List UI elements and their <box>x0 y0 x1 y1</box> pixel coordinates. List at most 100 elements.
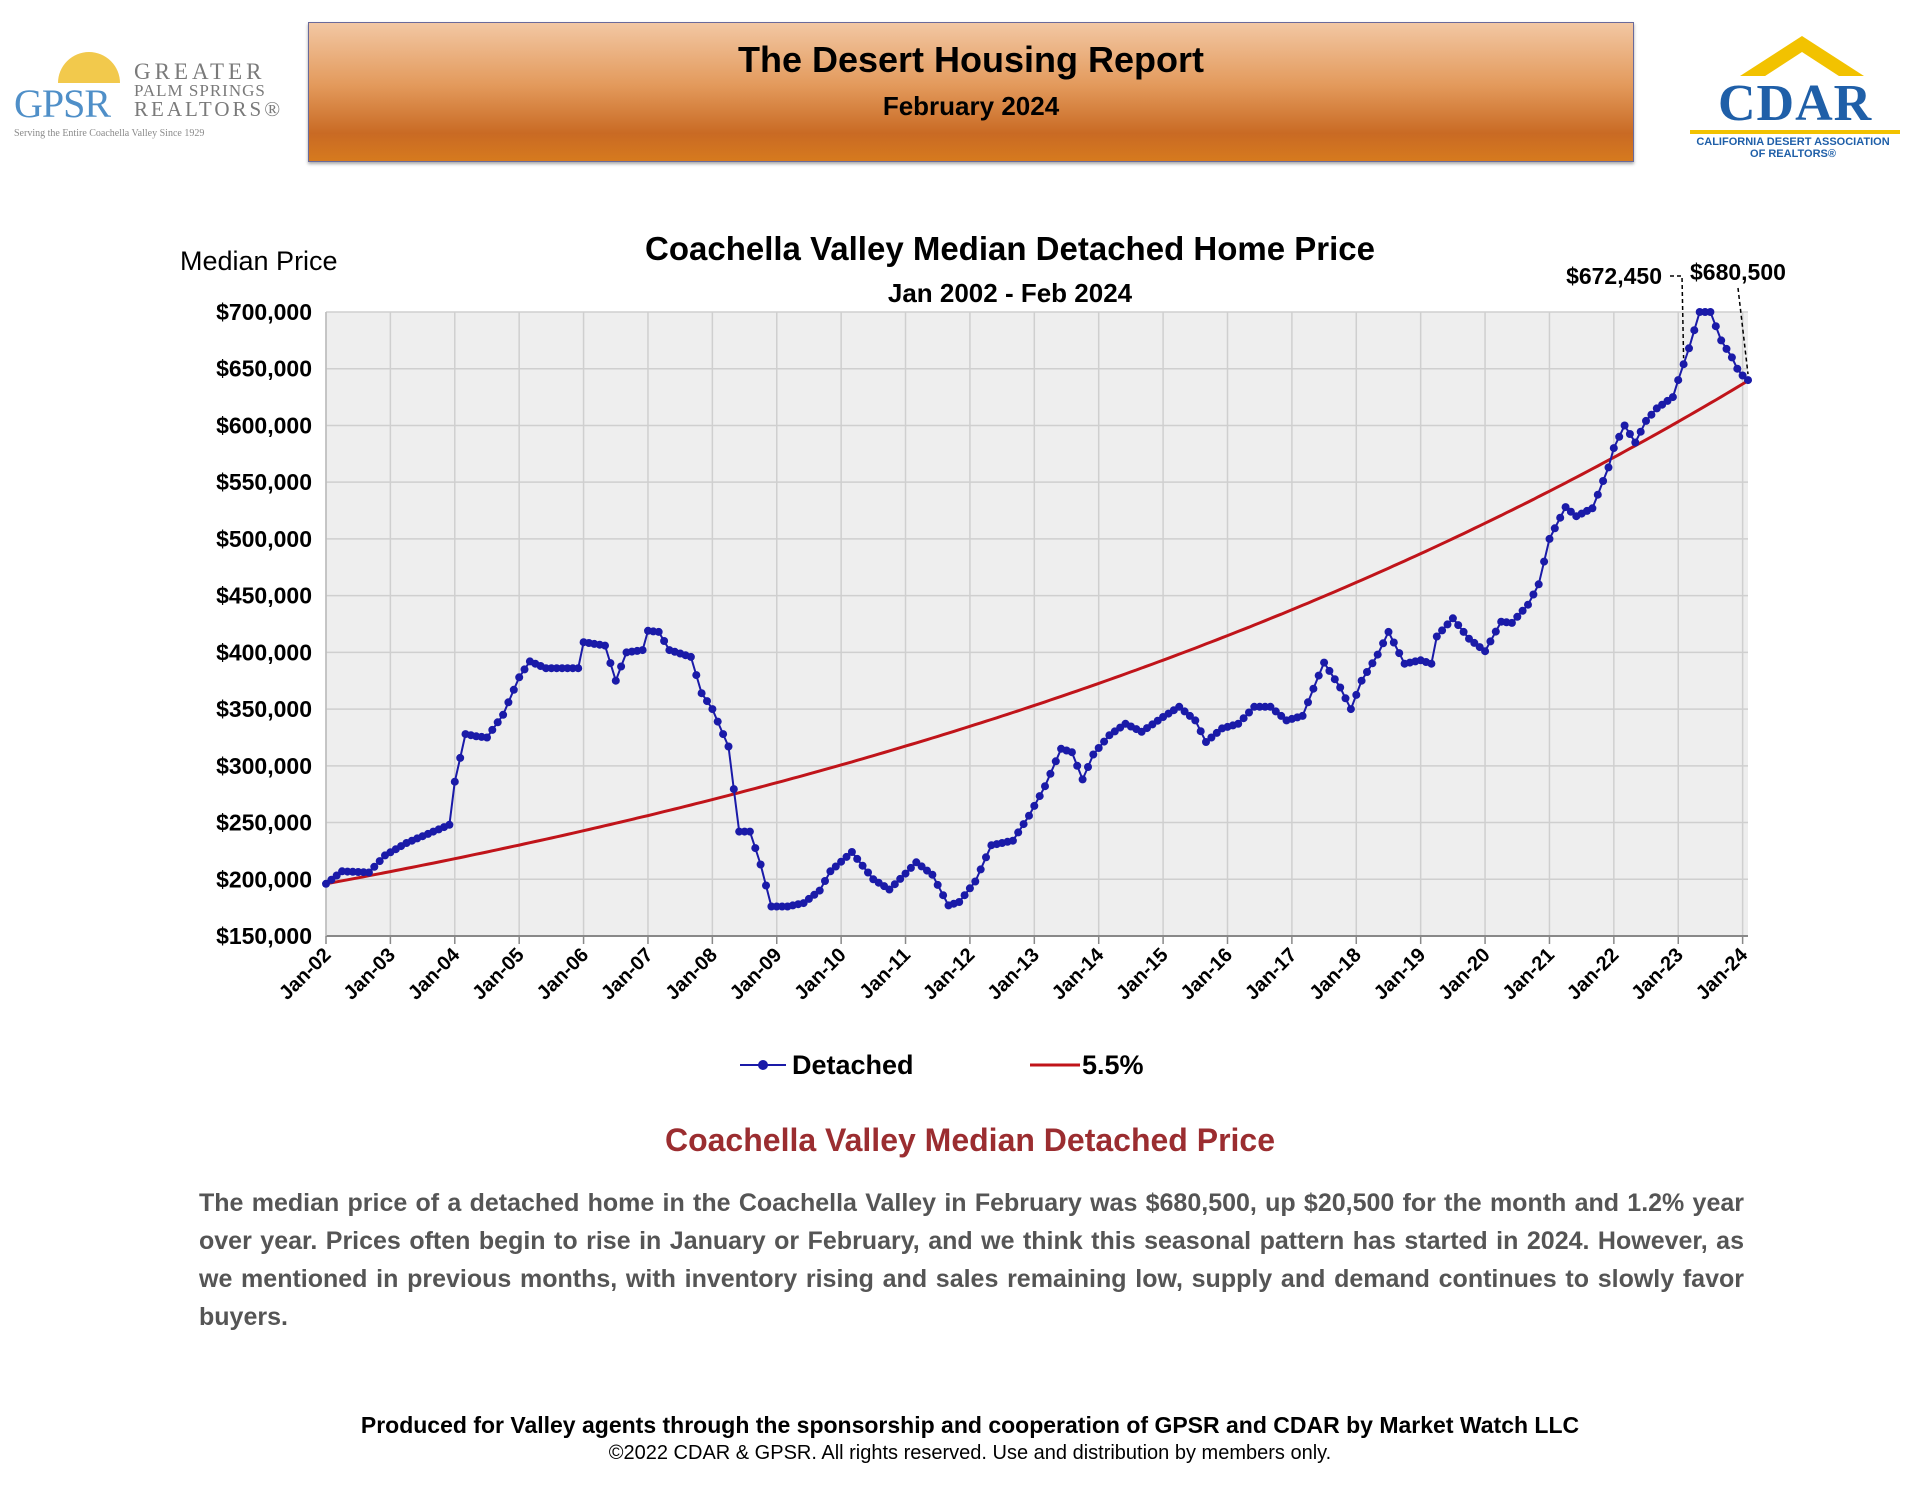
detached-point <box>1212 728 1221 737</box>
median-price-chart: $150,000 $200,000 $250,000 $300,000 $350,000… <box>180 230 1786 1080</box>
detached-point <box>445 820 454 829</box>
detached-point <box>332 871 341 880</box>
detached-point <box>885 885 894 894</box>
detached-point <box>1727 353 1736 362</box>
x-axis-ticks: Jan-02 Jan-03 Jan-04 Jan-05 Jan-06 Jan-07 Jan-… <box>275 943 1753 1004</box>
detached-point <box>499 710 508 719</box>
detached-point <box>515 673 524 682</box>
y-tick-label: $650,000 <box>216 356 312 382</box>
detached-point <box>638 646 647 655</box>
y-tick-label: $200,000 <box>216 866 312 892</box>
detached-point <box>1636 427 1645 436</box>
x-tick-label: Jan-02 <box>275 944 335 1004</box>
plot-background <box>326 312 1748 936</box>
detached-point <box>1379 639 1388 648</box>
trend-line-5-5-percent <box>325 379 1749 886</box>
detached-point <box>1481 647 1490 656</box>
detached-point <box>364 868 373 877</box>
y-tick-label: $300,000 <box>216 753 312 779</box>
detached-point <box>375 857 384 866</box>
detached-point <box>1668 393 1677 402</box>
detached-point <box>1486 637 1495 646</box>
x-tick-label: Jan-09 <box>726 944 786 1004</box>
detached-point <box>1266 702 1275 711</box>
detached-point <box>1513 612 1522 621</box>
detached-point <box>906 863 915 872</box>
detached-point <box>724 742 733 751</box>
detached-point <box>1438 626 1447 635</box>
detached-point <box>1245 708 1253 717</box>
legend-trend-label: 5.5% <box>1082 1050 1144 1080</box>
x-tick-label: Jan-11 <box>855 944 915 1004</box>
x-tick-label: Jan-19 <box>1370 944 1430 1004</box>
detached-point <box>1008 836 1017 845</box>
detached-point <box>1470 638 1479 647</box>
gpsr-logo-line3: REALTORS® <box>134 97 284 121</box>
report-date: February 2024 <box>882 91 1060 121</box>
footer-credit: Produced for Valley agents through the s… <box>360 1412 1580 1438</box>
gpsr-logo: GPSR GREATER PALM SPRINGS REALTORS® Serv… <box>8 48 280 148</box>
detached-point <box>939 891 948 900</box>
detached-point <box>1368 659 1377 668</box>
detached-point <box>1556 513 1565 522</box>
detached-point <box>1685 344 1693 353</box>
gpsr-logo-letters: GPSR <box>14 81 111 126</box>
detached-point <box>751 844 760 853</box>
detached-point <box>1647 410 1656 419</box>
detached-point <box>1588 504 1597 513</box>
detached-point <box>1593 490 1602 499</box>
detached-point <box>504 698 513 707</box>
annotation-leader <box>1670 275 1685 359</box>
detached-point <box>509 685 518 694</box>
detached-point <box>370 862 379 871</box>
detached-point <box>933 880 942 889</box>
detached-point <box>1609 444 1618 453</box>
detached-point <box>847 848 856 856</box>
detached-point <box>1566 507 1575 516</box>
cdar-logo-subtitle: CALIFORNIA DESERT ASSOCIATION OF REALTOR… <box>1678 136 1908 160</box>
chart-annotations: $672,450 $680,500 <box>1566 259 1786 375</box>
detached-point <box>1459 627 1468 636</box>
trend-series <box>325 379 1749 886</box>
cdar-logo-rule <box>1690 130 1900 134</box>
detached-point <box>1395 649 1404 658</box>
detached-point <box>1507 618 1516 627</box>
detached-point <box>1019 820 1028 829</box>
detached-series <box>322 308 1752 911</box>
detached-point <box>483 733 491 742</box>
x-tick-label: Jan-23 <box>1627 944 1687 1004</box>
detached-point <box>617 662 626 671</box>
annotation-label: $680,500 <box>1690 259 1786 285</box>
detached-point <box>858 861 867 870</box>
detached-point <box>606 659 615 668</box>
gpsr-logo-words: GREATER PALM SPRINGS REALTORS® <box>134 60 284 121</box>
detached-point <box>1620 421 1629 430</box>
x-tick-label: Jan-12 <box>919 944 979 1004</box>
detached-point <box>826 867 835 876</box>
detached-point <box>1529 590 1538 599</box>
detached-point <box>1744 376 1752 385</box>
detached-point <box>719 730 728 739</box>
detached-point <box>982 853 990 862</box>
detached-point <box>713 717 722 726</box>
legend-detached-label: Detached <box>792 1050 914 1080</box>
detached-point <box>1298 711 1307 720</box>
x-tick-label: Jan-04 <box>404 943 465 1004</box>
cdar-logo-sub-line2: OF REALTORS® <box>1750 148 1836 160</box>
detached-point <box>1320 658 1329 667</box>
detached-point <box>1325 666 1334 675</box>
detached-point <box>1100 737 1109 746</box>
detached-point <box>1711 322 1720 331</box>
x-tick-label: Jan-08 <box>662 944 722 1004</box>
x-tick-label: Jan-20 <box>1434 944 1494 1004</box>
detached-point <box>1025 811 1033 820</box>
detached-point <box>745 827 754 836</box>
gpsr-logo-tagline: Serving the Entire Coachella Valley Sinc… <box>14 128 205 139</box>
x-tick-label: Jan-10 <box>790 944 850 1004</box>
detached-point <box>1191 716 1200 725</box>
x-tick-label: Jan-17 <box>1241 944 1301 1004</box>
detached-point <box>762 881 770 890</box>
detached-point <box>1384 627 1393 636</box>
detached-point <box>1185 711 1194 720</box>
section-heading: Coachella Valley Median Detached Price <box>664 1122 1276 1158</box>
